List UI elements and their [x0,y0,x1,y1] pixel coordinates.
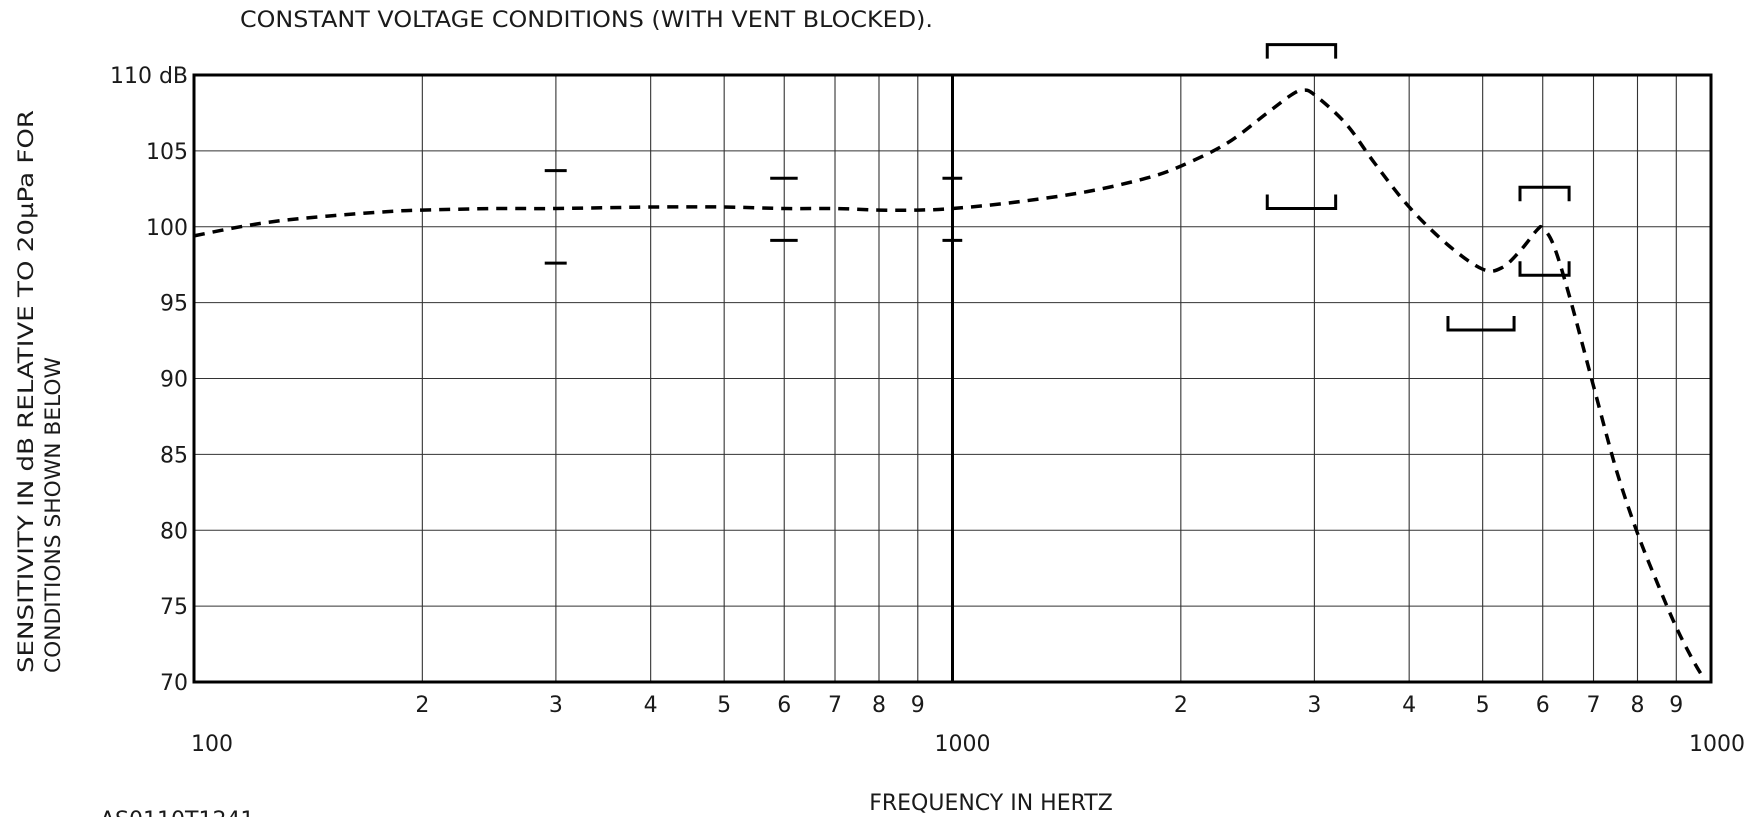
y-tick-label: 105 [146,140,188,165]
series-line [193,88,1706,680]
series [193,88,1706,680]
plot-frame [192,73,1713,684]
x-tick-label: 9 [911,693,925,718]
y-tick-label: 75 [160,595,188,620]
x-tick-label: 3 [1307,693,1321,718]
x-tick-label: 6 [1536,693,1550,718]
tolerance-lower-bracket [1446,315,1516,332]
x-tick-label: 8 [1630,693,1644,718]
x-tick-label: 7 [828,693,842,718]
y-tick-label: 110 dB [110,64,188,89]
x-tick-label: 4 [1402,693,1416,718]
y-tick-label: 100 [146,216,188,241]
x-tick-label: 2 [1174,693,1188,718]
grid [194,75,1711,682]
footer-code: AS0110T1241 [100,808,254,817]
x-tick-label: 5 [717,693,731,718]
y-tick-label: 95 [160,292,188,317]
x-decade-label: 1000 [935,732,991,757]
x-decade-label: 1000 [1689,732,1745,757]
chart-title: CONSTANT VOLTAGE CONDITIONS (WITH VENT B… [240,8,933,33]
x-tick-label: 7 [1587,693,1601,718]
x-tick-label: 9 [1669,693,1683,718]
tolerance-markers [544,43,1571,332]
x-tick-label: 2 [415,693,429,718]
y-tick-label: 85 [160,443,188,468]
y-axis-label-line-2: CONDITIONS SHOWN BELOW [41,357,65,673]
x-axis-label: FREQUENCY IN HERTZ [869,791,1113,816]
y-tick-label: 70 [160,671,188,696]
x-decade-label: 100 [191,732,233,757]
tolerance-upper-bracket [1265,43,1338,59]
x-tick-label: 6 [777,693,791,718]
x-tick-label: 5 [1476,693,1490,718]
x-tick-label: 8 [872,693,886,718]
y-axis-label: SENSITIVITY IN dB RELATIVE TO 20µPa FOR … [14,110,65,673]
tolerance-upper-bracket [1518,185,1571,202]
x-tick-label: 4 [644,693,658,718]
tolerance-lower-bracket [1518,261,1571,277]
y-tick-label: 90 [160,368,188,393]
y-tick-label: 80 [160,519,188,544]
x-tick-label: 3 [549,693,563,718]
tolerance-lower-bracket [1265,194,1338,211]
y-axis-label-line-1: SENSITIVITY IN dB RELATIVE TO 20µPa FOR [14,110,38,673]
